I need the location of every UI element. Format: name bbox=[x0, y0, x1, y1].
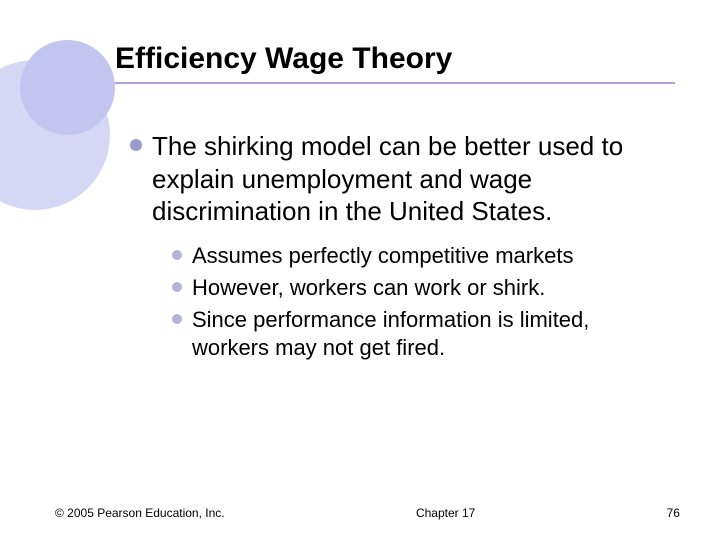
bullet-level2-text: However, workers can work or shirk. bbox=[192, 274, 545, 302]
bullet-level2: Assumes perfectly competitive markets bbox=[172, 242, 660, 270]
slide-footer: © 2005 Pearson Education, Inc. Chapter 1… bbox=[0, 506, 720, 520]
disc-bullet-icon bbox=[172, 314, 182, 324]
slide-title: Efficiency Wage Theory bbox=[115, 42, 680, 76]
bullet-level2: Since performance information is limited… bbox=[172, 306, 660, 362]
footer-chapter: Chapter 17 bbox=[416, 506, 475, 520]
sub-bullets: Assumes perfectly competitive markets Ho… bbox=[172, 242, 660, 363]
content-area: The shirking model can be better used to… bbox=[130, 130, 660, 366]
footer-copyright: © 2005 Pearson Education, Inc. bbox=[55, 506, 225, 520]
title-underline bbox=[115, 82, 675, 84]
bullet-level2: However, workers can work or shirk. bbox=[172, 274, 660, 302]
bullet-level1: The shirking model can be better used to… bbox=[130, 130, 660, 228]
title-block: Efficiency Wage Theory bbox=[115, 42, 680, 84]
footer-page: 76 bbox=[667, 506, 680, 520]
disc-bullet-icon bbox=[172, 250, 182, 260]
disc-bullet-icon bbox=[130, 139, 142, 151]
bg-circle-small bbox=[20, 40, 115, 135]
bullet-level1-text: The shirking model can be better used to… bbox=[152, 130, 660, 228]
bullet-level2-text: Since performance information is limited… bbox=[192, 306, 660, 362]
disc-bullet-icon bbox=[172, 282, 182, 292]
bullet-level2-text: Assumes perfectly competitive markets bbox=[192, 242, 573, 270]
